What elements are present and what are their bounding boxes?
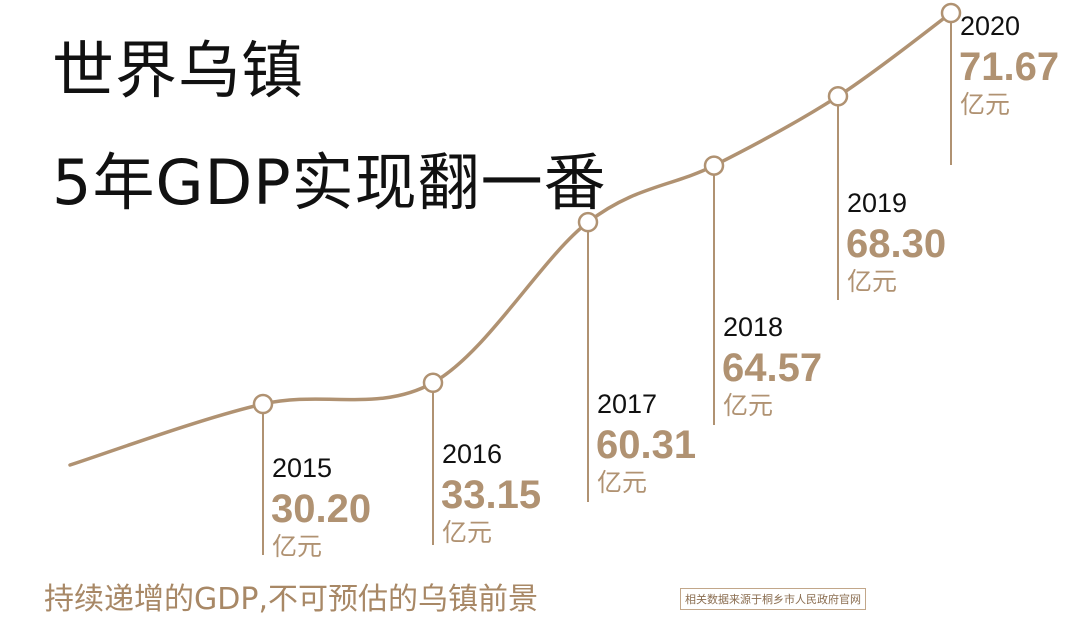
- data-point-2019: [827, 86, 849, 107]
- value-label-2018: 64.57: [722, 346, 822, 390]
- unit-label-2017: 亿元: [597, 468, 647, 497]
- gdp-series-line: [68, 11, 953, 467]
- data-point-2017: [577, 211, 599, 233]
- data-point-2016: [422, 372, 444, 393]
- value-label-2015: 30.20: [271, 487, 371, 531]
- data-point-2018: [703, 155, 725, 176]
- value-label-2017: 60.31: [596, 423, 696, 467]
- year-label-2017: 2017: [597, 389, 657, 419]
- unit-label-2016: 亿元: [442, 518, 492, 547]
- value-label-2019: 68.30: [846, 222, 946, 266]
- year-label-2018: 2018: [723, 312, 783, 342]
- unit-label-2019: 亿元: [847, 267, 897, 296]
- year-label-2019: 2019: [847, 188, 907, 218]
- year-label-2015: 2015: [272, 453, 332, 483]
- title-line-2: 5年GDP实现翻一番: [52, 146, 607, 219]
- unit-label-2015: 亿元: [272, 532, 322, 561]
- year-label-2016: 2016: [442, 439, 502, 469]
- value-label-2020: 71.67: [959, 45, 1059, 89]
- footer-tagline: 持续递增的GDP,不可预估的乌镇前景: [44, 582, 538, 617]
- value-label-2016: 33.15: [441, 473, 541, 517]
- data-point-2020: [940, 2, 962, 24]
- data-point-2015: [252, 393, 274, 415]
- source-note: 相关数据来源于桐乡市人民政府官网: [680, 588, 866, 610]
- unit-label-2020: 亿元: [960, 90, 1010, 119]
- title-line-1: 世界乌镇: [52, 34, 305, 107]
- year-label-2020: 2020: [960, 11, 1020, 41]
- unit-label-2018: 亿元: [723, 391, 773, 420]
